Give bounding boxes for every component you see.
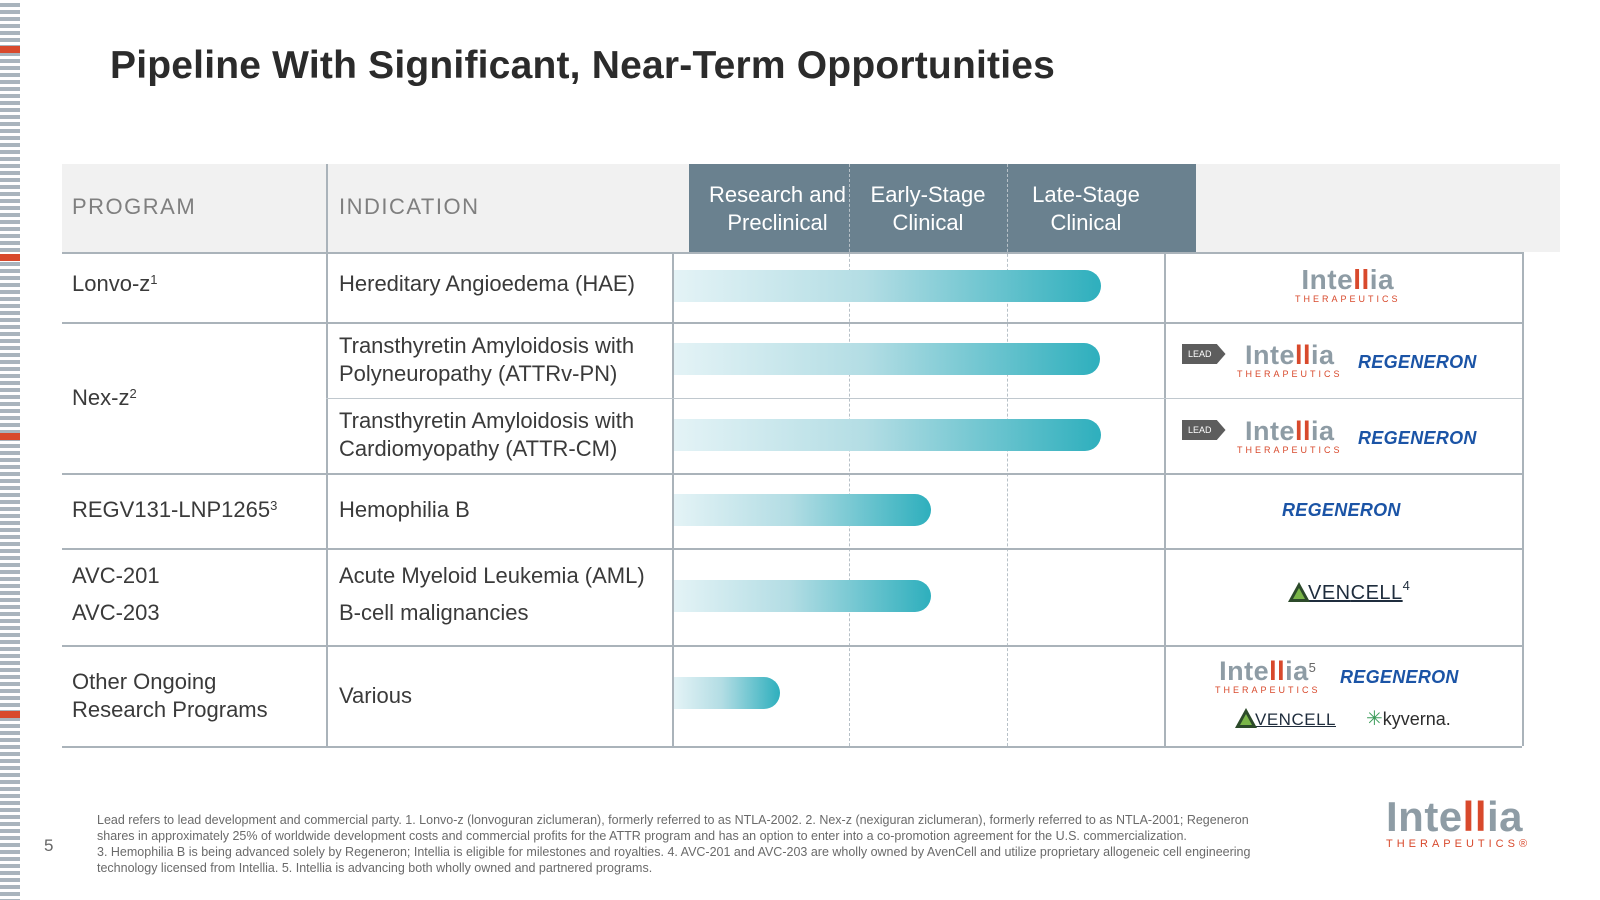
program-nex-z: Nex-z2 [72, 385, 137, 410]
stage-divider [1007, 164, 1008, 746]
column-divider [1522, 252, 1524, 746]
row-divider [62, 645, 1522, 647]
row-divider [326, 398, 1522, 399]
footnotes: Lead refers to lead development and comm… [97, 813, 1251, 875]
column-divider [326, 164, 328, 746]
stripe-accent [0, 711, 20, 718]
program-regv131: REGV131-LNP12653 [72, 497, 278, 522]
stage-header-band [689, 164, 1196, 252]
progress-bar-other [674, 677, 780, 709]
indication-hemophilia-b: Hemophilia B [339, 497, 470, 522]
indication-hae: Hereditary Angioedema (HAE) [339, 271, 635, 296]
stripe-accent [0, 433, 20, 440]
column-divider [672, 252, 674, 746]
intellia-logo: Intellia THERAPEUTICS [1237, 416, 1343, 456]
left-stripe-decoration [0, 0, 20, 900]
indication-attr-cm: Transthyretin Amyloidosis with Cardiomyop… [339, 408, 635, 461]
progress-bar-avc [674, 580, 931, 612]
avencell-logo: VENCELL4 [1288, 578, 1410, 605]
progress-bar-hemophilia-b [674, 494, 931, 526]
stage-divider [849, 164, 850, 746]
avencell-logo: VENCELL [1235, 708, 1336, 730]
indication-aml-bcell: Acute Myeloid Leukemia (AML) B-cell malig… [339, 563, 645, 625]
progress-bar-attr-cm [674, 419, 1101, 451]
program-other-research: Other Ongoing Research Programs [72, 669, 268, 722]
row-divider [62, 252, 1522, 254]
page-title: Pipeline With Significant, Near-Term Opp… [110, 44, 1056, 87]
kyverna-logo: ✳kyverna. [1366, 708, 1451, 730]
lead-badge: LEAD [1182, 344, 1226, 364]
indication-attrv-pn: Transthyretin Amyloidosis with Polyneurop… [339, 333, 635, 386]
header-stage-early: Early-Stage Clinical [870, 182, 986, 235]
regeneron-logo: REGENERON [1358, 428, 1477, 448]
avencell-mark-icon [1235, 708, 1257, 728]
intellia-logo: Intellia THERAPEUTICS [1237, 340, 1343, 380]
intellia-logo: Intellia5 THERAPEUTICS [1215, 656, 1321, 696]
page-number: 5 [44, 836, 54, 855]
row-divider [62, 322, 1522, 324]
intellia-logo: Intellia THERAPEUTICS [1295, 264, 1401, 305]
row-divider [62, 548, 1522, 550]
header-stage-late: Late-Stage Clinical [1032, 182, 1140, 235]
intellia-corner-logo: Intellia THERAPEUTICS® [1386, 793, 1532, 851]
pipeline-table: PROGRAM INDICATION Research and Preclinic… [62, 164, 1560, 764]
avencell-mark-icon [1288, 582, 1310, 602]
program-lonvo-z: Lonvo-z1 [72, 271, 158, 296]
progress-bar-attrv-pn [674, 343, 1100, 375]
progress-bar-lonvo-z [674, 270, 1101, 302]
kyverna-star-icon: ✳ [1366, 708, 1383, 730]
program-avc: AVC-201 AVC-203 [72, 563, 160, 625]
regeneron-logo: REGENERON [1340, 667, 1459, 687]
stripe-accent [0, 254, 20, 261]
header-indication: INDICATION [339, 194, 480, 219]
header-program: PROGRAM [72, 194, 197, 219]
indication-various: Various [339, 683, 412, 708]
regeneron-logo: REGENERON [1358, 352, 1477, 372]
regeneron-logo: REGENERON [1282, 500, 1401, 520]
column-divider [1164, 252, 1166, 746]
row-divider [62, 746, 1522, 748]
header-stage-research: Research and Preclinical [709, 182, 846, 235]
row-divider [62, 473, 1522, 475]
stripe-accent [0, 46, 20, 53]
lead-badge: LEAD [1182, 420, 1226, 440]
